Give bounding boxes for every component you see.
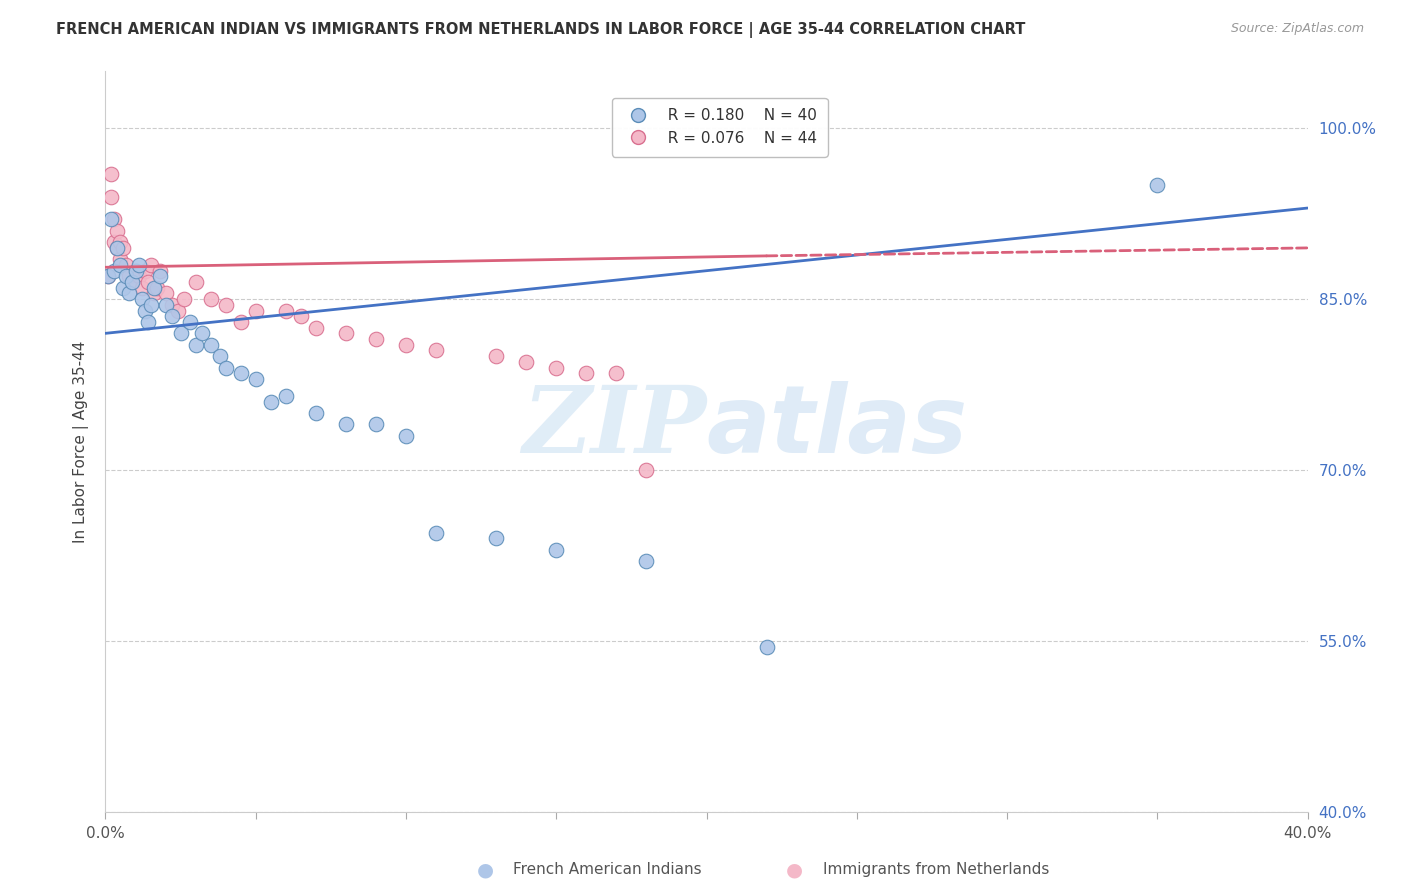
Point: [260, 394, 283, 409]
Point: [305, 320, 328, 334]
Point: [148, 269, 170, 284]
Point: [136, 275, 159, 289]
Point: [636, 554, 658, 568]
Point: [155, 286, 177, 301]
Point: [425, 343, 447, 358]
Point: [103, 212, 125, 227]
Point: [190, 326, 212, 341]
Point: [425, 525, 447, 540]
Point: [128, 258, 150, 272]
Point: [112, 281, 135, 295]
Point: [110, 258, 132, 272]
Point: [118, 286, 141, 301]
Point: [395, 429, 418, 443]
Point: [173, 292, 195, 306]
Point: [305, 406, 328, 420]
Point: [121, 275, 143, 289]
Point: [166, 303, 188, 318]
Text: French American Indians: French American Indians: [513, 863, 702, 877]
Text: Source: ZipAtlas.com: Source: ZipAtlas.com: [1230, 22, 1364, 36]
Point: [100, 212, 122, 227]
Point: [364, 332, 387, 346]
Point: [605, 366, 627, 380]
Point: [107, 241, 129, 255]
Y-axis label: In Labor Force | Age 35-44: In Labor Force | Age 35-44: [73, 341, 90, 542]
Point: [229, 315, 252, 329]
Point: [100, 167, 122, 181]
Point: [148, 263, 170, 277]
Point: [134, 303, 156, 318]
Point: [364, 417, 387, 432]
Point: [200, 337, 222, 351]
Point: [112, 241, 135, 255]
Point: [245, 372, 267, 386]
Point: [103, 235, 125, 250]
Point: [485, 349, 508, 363]
Point: [110, 235, 132, 250]
Point: [274, 389, 297, 403]
Point: [755, 640, 778, 654]
Point: [160, 310, 183, 324]
Point: [142, 281, 165, 295]
Point: [145, 281, 167, 295]
Point: [274, 303, 297, 318]
Point: [546, 360, 568, 375]
Point: [200, 292, 222, 306]
Point: [110, 252, 132, 267]
Text: ●: ●: [477, 860, 494, 880]
Point: [155, 298, 177, 312]
Text: ●: ●: [786, 860, 803, 880]
Point: [229, 366, 252, 380]
Point: [546, 542, 568, 557]
Point: [335, 326, 357, 341]
Point: [245, 303, 267, 318]
Point: [131, 292, 153, 306]
Point: [128, 269, 150, 284]
Point: [124, 263, 146, 277]
Point: [115, 258, 138, 272]
Text: ZIP: ZIP: [522, 382, 707, 472]
Point: [214, 298, 236, 312]
Text: Immigrants from Netherlands: Immigrants from Netherlands: [823, 863, 1049, 877]
Point: [160, 298, 183, 312]
Point: [1146, 178, 1168, 193]
Point: [184, 275, 207, 289]
Point: [214, 360, 236, 375]
Point: [115, 269, 138, 284]
Point: [131, 281, 153, 295]
Point: [107, 224, 129, 238]
Point: [395, 337, 418, 351]
Point: [139, 258, 162, 272]
Point: [118, 269, 141, 284]
Point: [485, 532, 508, 546]
Point: [136, 315, 159, 329]
Point: [515, 355, 537, 369]
Point: [107, 241, 129, 255]
Point: [142, 286, 165, 301]
Text: atlas: atlas: [707, 381, 967, 473]
Point: [97, 269, 120, 284]
Point: [575, 366, 598, 380]
Point: [290, 310, 312, 324]
Point: [208, 349, 231, 363]
Point: [103, 263, 125, 277]
Point: [97, 269, 120, 284]
Point: [134, 263, 156, 277]
Point: [124, 263, 146, 277]
Point: [139, 298, 162, 312]
Legend:   R = 0.180    N = 40,   R = 0.076    N = 44: R = 0.180 N = 40, R = 0.076 N = 44: [612, 97, 828, 156]
Text: FRENCH AMERICAN INDIAN VS IMMIGRANTS FROM NETHERLANDS IN LABOR FORCE | AGE 35-44: FRENCH AMERICAN INDIAN VS IMMIGRANTS FRO…: [56, 22, 1025, 38]
Point: [636, 463, 658, 477]
Point: [179, 315, 201, 329]
Point: [169, 326, 191, 341]
Point: [335, 417, 357, 432]
Point: [184, 337, 207, 351]
Point: [100, 189, 122, 203]
Point: [121, 275, 143, 289]
